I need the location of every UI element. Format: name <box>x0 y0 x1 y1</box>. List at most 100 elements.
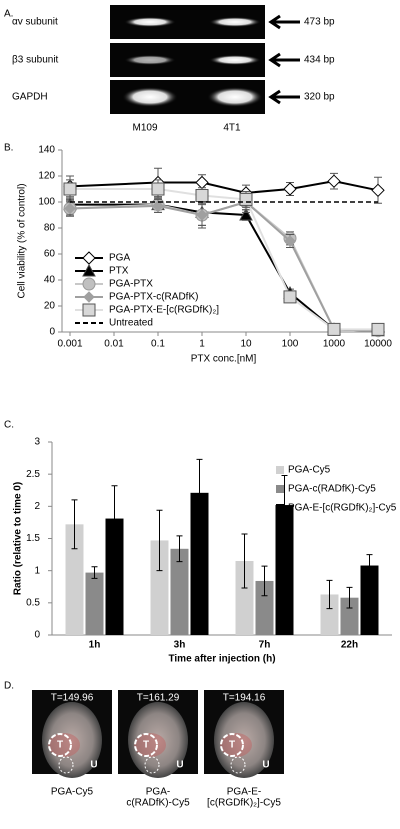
band-size: 473 bp <box>304 17 335 28</box>
y-tick-label: 0.5 <box>26 597 40 608</box>
bar <box>65 524 84 635</box>
tumor-outline <box>220 733 244 757</box>
x-tick-label: 7h <box>259 640 271 651</box>
x-axis-label: Time after injection (h) <box>168 654 275 665</box>
bar <box>320 594 339 635</box>
tumor-label: T <box>143 740 149 751</box>
marker <box>82 263 96 277</box>
y-tick-label: 80 <box>44 223 56 234</box>
marker <box>152 200 164 212</box>
y-tick-label: 120 <box>38 171 55 182</box>
time-label: T=149.96 <box>51 693 94 704</box>
bar <box>360 565 379 635</box>
legend-label: PGA-c(RADfK)-Cy5 <box>288 484 376 495</box>
error-bar <box>156 509 163 572</box>
error-bar <box>176 535 183 563</box>
error-bar <box>326 579 333 610</box>
y-tick-label: 20 <box>44 301 56 312</box>
mouse-body <box>42 702 102 778</box>
marker <box>371 322 385 336</box>
marker <box>195 189 209 202</box>
marker <box>239 192 253 206</box>
image-caption: [c(RGDfK)₂]-Cy5 <box>207 798 281 809</box>
band-size: 434 bp <box>304 55 335 66</box>
y-tick-label: 1 <box>34 565 40 576</box>
bar <box>170 548 189 635</box>
legend-label: PGA-E-[c(RGDfK)₂]-Cy5 <box>288 503 397 514</box>
arrow <box>268 89 300 105</box>
x-tick-label: 0.001 <box>57 339 82 350</box>
panel-label: C. <box>4 420 14 431</box>
legend-label: PGA-PTX-E-[c(RGDfK)₂] <box>109 305 219 316</box>
time-label: T=194.16 <box>223 693 266 704</box>
panel-label: A. <box>4 9 13 20</box>
x-tick-label: 1 <box>199 339 205 350</box>
gel-band <box>209 55 261 65</box>
image-caption: PGA- <box>146 787 170 798</box>
marker <box>82 277 96 291</box>
x-tick-label: 10 <box>240 339 252 350</box>
marker <box>63 182 77 196</box>
marker <box>284 235 296 247</box>
band-size: 320 bp <box>304 92 335 103</box>
urine-outline <box>58 756 74 774</box>
error-bar <box>241 533 248 589</box>
arrow <box>268 14 300 30</box>
x-tick-label: 1h <box>89 640 101 651</box>
marker <box>283 290 297 304</box>
marker <box>283 182 297 196</box>
urine-outline <box>230 756 246 774</box>
lane-label: M109 <box>132 123 157 134</box>
gel-band <box>124 55 176 65</box>
legend-label: PTX <box>109 266 129 277</box>
legend-label: PGA <box>109 253 130 264</box>
y-tick-label: 1.5 <box>26 533 40 544</box>
x-tick-label: 0.01 <box>104 339 124 350</box>
y-axis-label: Cell viability (% of control) <box>17 183 28 298</box>
marker <box>239 207 253 221</box>
x-tick-label: 1000 <box>323 339 346 350</box>
gel-band <box>122 87 178 107</box>
gel-band <box>124 17 176 27</box>
image-caption: PGA-Cy5 <box>51 787 94 798</box>
error-bar <box>71 499 78 550</box>
y-tick-label: 100 <box>38 197 55 208</box>
arrow <box>268 52 300 68</box>
y-tick-label: 2 <box>34 501 40 512</box>
gel-band <box>207 87 263 107</box>
image-caption: c(RADfK)-Cy5 <box>126 798 190 809</box>
mouse-body <box>128 702 188 778</box>
x-tick-label: 3h <box>174 640 186 651</box>
urine-label: U <box>176 760 183 771</box>
legend-label: Untreated <box>109 318 153 329</box>
legend-label: PGA-PTX <box>109 279 153 290</box>
panel-label: D. <box>4 681 14 692</box>
bar <box>275 505 294 635</box>
gel-row-label: GAPDH <box>12 92 48 103</box>
urine-label: U <box>90 760 97 771</box>
y-tick-label: 2.5 <box>26 469 40 480</box>
y-tick-label: 40 <box>44 275 56 286</box>
bar <box>150 540 169 635</box>
error-bar <box>346 586 353 609</box>
error-bar <box>91 566 98 579</box>
marker <box>327 322 341 336</box>
y-axis-label: Ratio (relative to time 0) <box>13 482 24 595</box>
marker <box>82 251 96 265</box>
marker <box>371 183 385 198</box>
x-tick-label: 22h <box>341 640 358 651</box>
tumor-label: T <box>229 740 235 751</box>
bar <box>235 561 254 635</box>
marker <box>151 182 165 196</box>
marker <box>64 202 76 215</box>
legend-swatch <box>276 485 284 493</box>
mouse-body <box>214 702 274 778</box>
legend-swatch <box>276 466 284 474</box>
lane-label: 4T1 <box>223 123 241 134</box>
bar <box>190 492 209 635</box>
urine-outline <box>144 756 160 774</box>
tumor-label: T <box>57 740 63 751</box>
error-bar <box>111 485 118 552</box>
legend-label: PGA-Cy5 <box>288 465 331 476</box>
